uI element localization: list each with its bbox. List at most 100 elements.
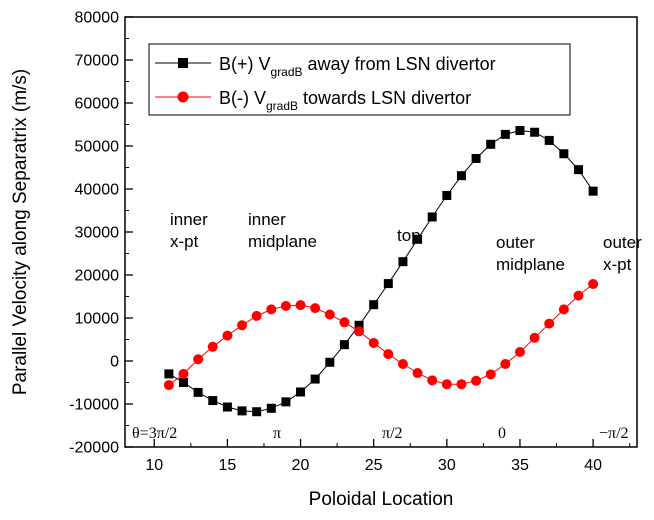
y-tick-label: 60000 <box>75 96 120 113</box>
region-label-line: x-pt <box>170 232 199 251</box>
data-point-square <box>164 369 174 379</box>
y-tick-label: 50000 <box>75 139 120 156</box>
data-point-circle <box>558 304 569 315</box>
x-tick-label: 40 <box>584 457 602 474</box>
x-tick-label: 35 <box>511 457 529 474</box>
data-point-circle <box>222 330 233 341</box>
x-tick-label: 15 <box>219 457 237 474</box>
data-point-square <box>530 127 540 137</box>
data-point-square <box>456 171 466 181</box>
legend-label-bminus: B(-) VgradB towards LSN divertor <box>219 88 471 113</box>
y-tick-label: 20000 <box>75 268 120 285</box>
data-point-square <box>413 234 423 244</box>
theta-label-0: 0 <box>498 425 506 442</box>
legend-label-bplus: B(+) VgradB away from LSN divertor <box>219 54 496 79</box>
y-tick-label: -10000 <box>69 397 119 414</box>
region-label-line: midplane <box>496 255 565 274</box>
data-point-circle <box>266 304 277 315</box>
data-point-square <box>208 396 218 406</box>
data-point-circle <box>383 349 394 360</box>
legend-marker-bplus <box>178 58 188 68</box>
data-point-square <box>369 300 379 310</box>
data-point-square <box>573 165 583 175</box>
theta-label-pi: π <box>273 425 281 442</box>
data-point-square <box>266 403 276 413</box>
data-point-circle <box>251 310 262 321</box>
data-point-circle <box>368 337 379 348</box>
legend-label-sub: gradB <box>271 65 303 79</box>
data-point-square <box>500 129 510 139</box>
data-point-circle <box>412 368 423 379</box>
y-tick-label: 10000 <box>75 311 120 328</box>
data-point-circle <box>193 354 204 365</box>
y-tick-label: 70000 <box>75 53 120 70</box>
data-point-circle <box>529 332 540 343</box>
data-point-circle <box>500 359 511 370</box>
axis-ticks: -20000 -10000 0 10000 20000 30000 40000 50000 60… <box>69 10 631 474</box>
data-point-circle <box>441 379 452 390</box>
data-point-square <box>281 397 291 407</box>
data-point-circle <box>354 326 365 337</box>
data-point-circle <box>573 290 584 301</box>
region-label-line: top <box>397 226 421 245</box>
data-point-square <box>383 279 393 289</box>
y-tick-label: -20000 <box>69 440 119 457</box>
data-point-circle <box>163 380 174 391</box>
legend-label-suffix: towards LSN divertor <box>298 88 471 108</box>
data-point-circle <box>295 300 306 311</box>
region-label-inner-xpt: inner x-pt <box>170 210 213 251</box>
region-label-top: top <box>397 226 421 245</box>
region-label-line: outer <box>496 233 535 252</box>
data-point-circle <box>514 346 525 357</box>
theta-label-minus-pi2: −π/2 <box>599 425 629 442</box>
data-point-circle <box>310 303 321 314</box>
legend-marker-bminus <box>177 91 189 103</box>
x-tick-label: 30 <box>438 457 456 474</box>
data-point-square <box>193 387 203 397</box>
y-tick-label: 30000 <box>75 225 120 242</box>
data-point-circle <box>588 279 599 290</box>
data-point-square <box>544 135 554 145</box>
theta-label-pi2: π/2 <box>382 425 403 442</box>
series-layer <box>163 126 599 417</box>
series-line-1 <box>168 283 594 386</box>
x-tick-label: 10 <box>145 457 163 474</box>
y-axis-title: Parallel Velocity along Separatrix (m/s) <box>10 69 31 395</box>
data-point-circle <box>427 375 438 386</box>
data-point-circle <box>485 369 496 380</box>
data-point-circle <box>456 379 467 390</box>
data-point-circle <box>397 359 408 370</box>
data-point-square <box>486 139 496 149</box>
data-point-square <box>471 153 481 163</box>
x-tick-label: 25 <box>365 457 383 474</box>
theta-label-3pi2: θ=3π/2 <box>132 425 177 442</box>
data-point-circle <box>207 341 218 352</box>
data-point-circle <box>471 375 482 386</box>
data-point-square <box>237 406 247 416</box>
region-label-line: midplane <box>248 232 317 251</box>
legend-box <box>148 43 571 116</box>
legend: B(+) VgradB away from LSN divertor B(-) … <box>148 43 571 116</box>
data-point-square <box>515 126 525 136</box>
data-point-square <box>398 257 408 267</box>
region-label-line: x-pt <box>603 255 632 274</box>
data-point-square <box>442 190 452 200</box>
data-point-circle <box>324 309 335 320</box>
data-point-square <box>222 402 232 412</box>
region-label-line: inner <box>170 210 208 229</box>
y-tick-label: 40000 <box>75 182 120 199</box>
data-point-square <box>325 357 335 367</box>
legend-label-main: B(-) V <box>219 88 266 108</box>
data-point-square <box>296 387 306 397</box>
data-point-square <box>339 340 349 350</box>
x-tick-label: 20 <box>292 457 310 474</box>
data-point-circle <box>339 317 350 328</box>
data-point-circle <box>280 300 291 311</box>
data-point-square <box>310 374 320 384</box>
region-label-inner-midplane: inner midplane <box>248 210 317 251</box>
region-label-line: outer <box>603 233 642 252</box>
data-point-square <box>354 320 364 330</box>
data-point-square <box>588 186 598 196</box>
data-point-square <box>252 407 262 417</box>
